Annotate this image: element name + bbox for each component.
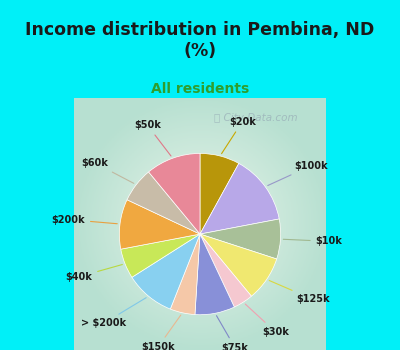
Text: Income distribution in Pembina, ND
(%): Income distribution in Pembina, ND (%) xyxy=(25,21,375,60)
Wedge shape xyxy=(200,234,277,296)
Text: $200k: $200k xyxy=(51,215,117,225)
Text: $100k: $100k xyxy=(268,161,328,186)
Wedge shape xyxy=(195,234,234,315)
Wedge shape xyxy=(119,200,200,249)
Text: All residents: All residents xyxy=(151,82,249,96)
Text: $150k: $150k xyxy=(141,315,181,350)
Text: > $200k: > $200k xyxy=(81,298,146,328)
Wedge shape xyxy=(127,172,200,234)
Wedge shape xyxy=(148,153,200,234)
Text: $125k: $125k xyxy=(269,280,330,304)
Text: $30k: $30k xyxy=(245,304,289,337)
Wedge shape xyxy=(121,234,200,277)
Text: $40k: $40k xyxy=(65,265,122,282)
Wedge shape xyxy=(132,234,200,309)
Text: $10k: $10k xyxy=(283,236,342,246)
Wedge shape xyxy=(170,234,200,315)
Wedge shape xyxy=(200,234,252,307)
Text: $60k: $60k xyxy=(82,158,134,183)
Wedge shape xyxy=(200,219,281,259)
Wedge shape xyxy=(200,163,279,234)
Text: $50k: $50k xyxy=(134,120,171,156)
Text: ⓘ City-Data.com: ⓘ City-Data.com xyxy=(214,113,297,123)
Text: $75k: $75k xyxy=(216,316,248,350)
Text: $20k: $20k xyxy=(222,117,256,154)
Wedge shape xyxy=(200,153,239,234)
